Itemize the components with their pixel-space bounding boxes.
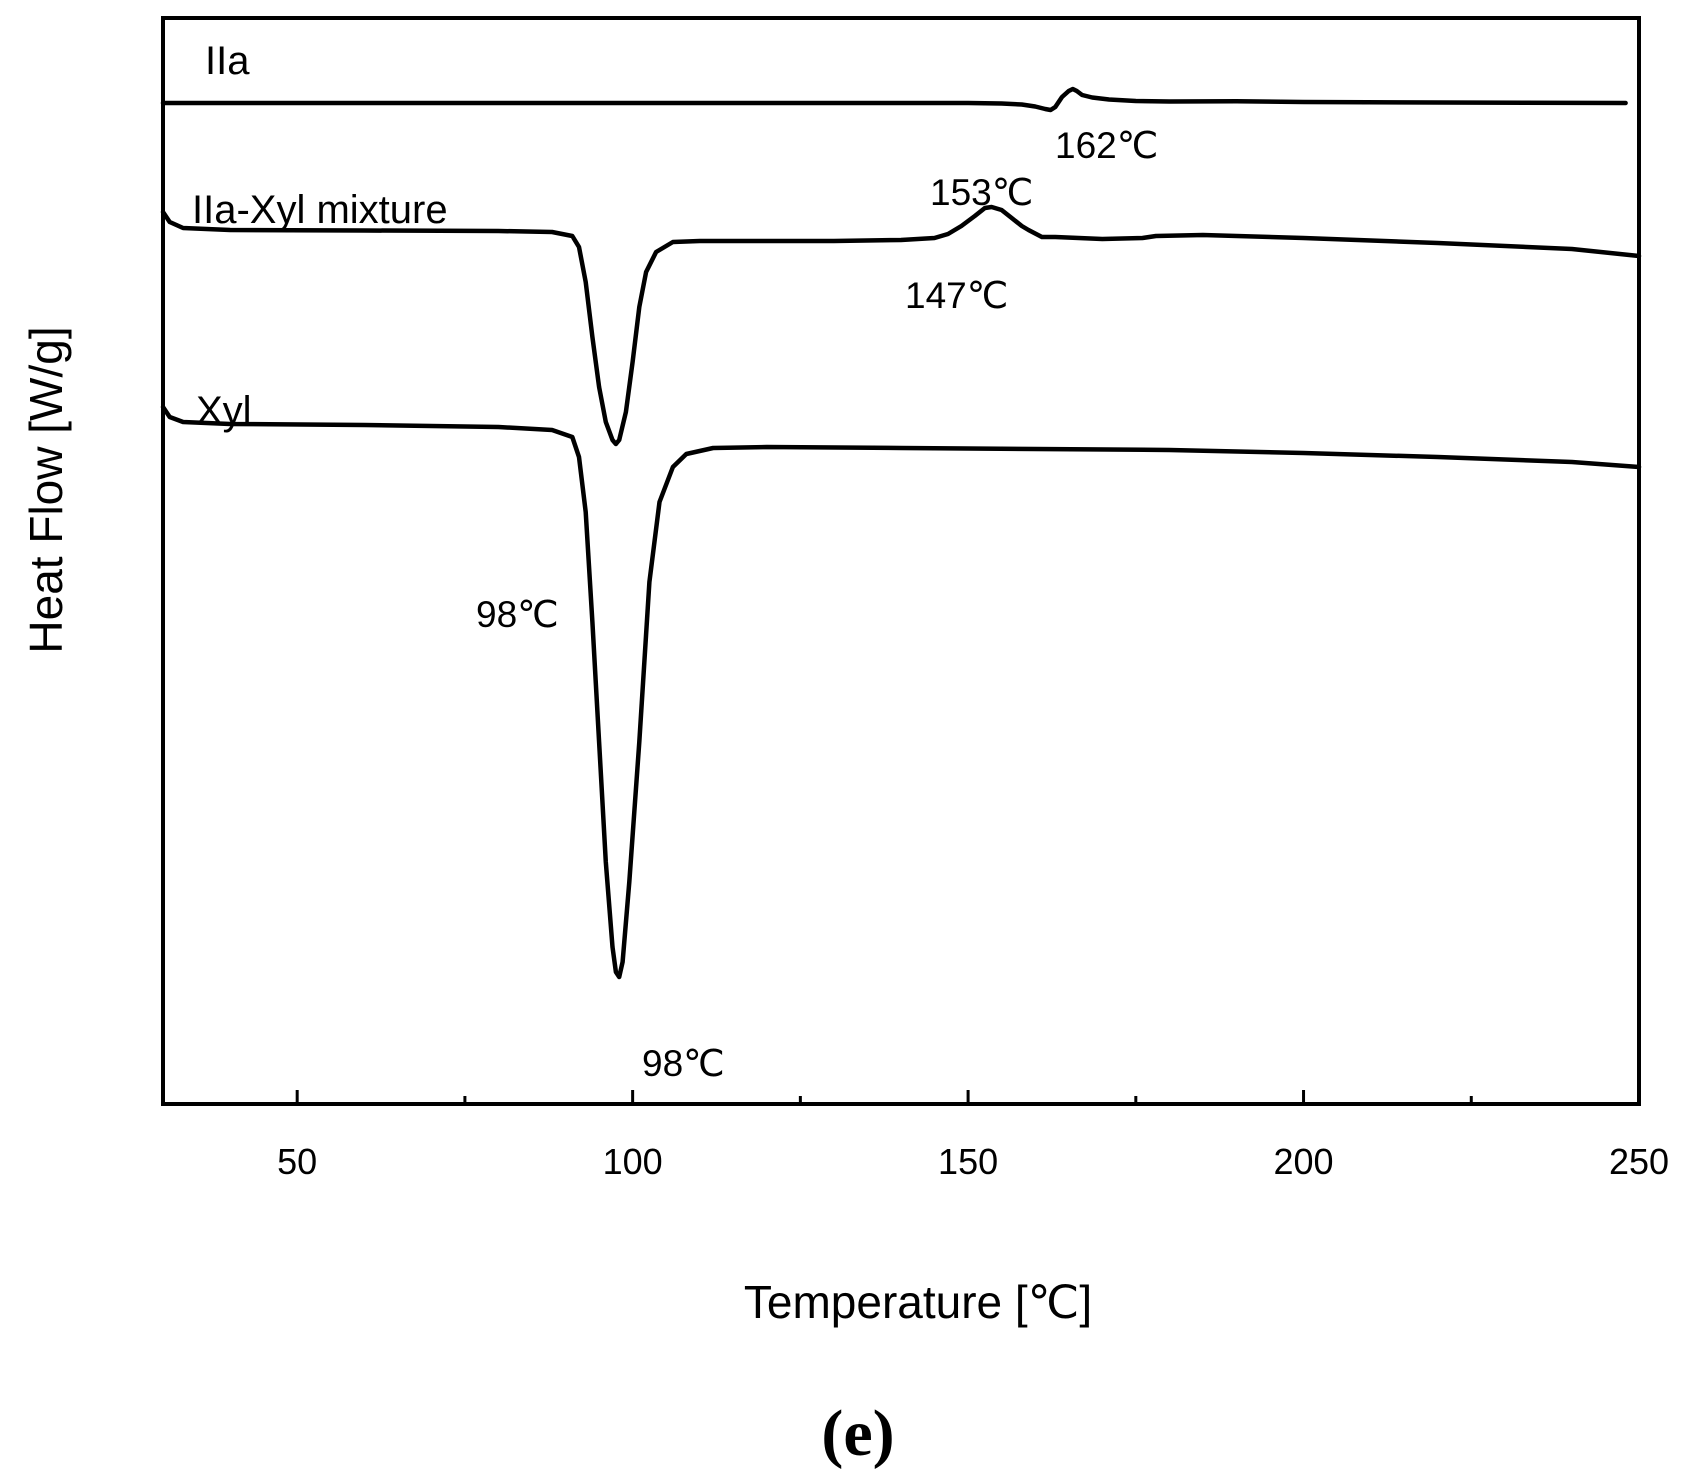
x-axis-title: Temperature [℃] xyxy=(744,1276,1092,1328)
x-tick-label: 250 xyxy=(1609,1141,1669,1182)
series-line-iia xyxy=(163,89,1626,110)
series-line-xyl xyxy=(163,407,1639,977)
series-label-xyl: Xyl xyxy=(196,389,252,433)
annotation-98-xyl: 98℃ xyxy=(642,1043,725,1084)
series-label-iia: IIa xyxy=(205,39,250,83)
panel-label: (e) xyxy=(821,1397,894,1470)
x-tick-label: 100 xyxy=(603,1141,663,1182)
y-axis-title: Heat Flow [W/g] xyxy=(20,326,72,653)
annotation-162: 162℃ xyxy=(1055,125,1158,166)
series-line-iia-xyl-mixture xyxy=(163,207,1639,444)
plot-frame xyxy=(163,18,1639,1104)
annotation-153: 153℃ xyxy=(930,172,1033,213)
x-tick-label: 200 xyxy=(1274,1141,1334,1182)
series-label-mixture: IIa-Xyl mixture xyxy=(192,188,448,232)
x-tick-label: 50 xyxy=(277,1141,317,1182)
annotation-147: 147℃ xyxy=(905,275,1008,316)
x-tick-label: 150 xyxy=(938,1141,998,1182)
annotation-98-mixture: 98℃ xyxy=(476,594,559,635)
